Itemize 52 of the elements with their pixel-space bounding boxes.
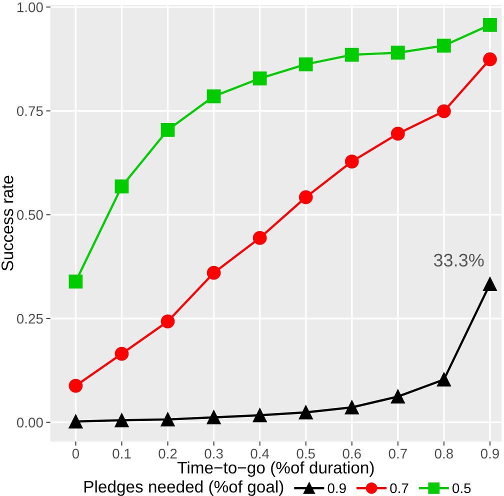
x-axis-title: Time−to−go (%of duration) [178, 461, 374, 477]
point [437, 38, 451, 53]
point [483, 277, 497, 291]
y-tick-label: 1.00 [17, 2, 43, 12]
point [344, 154, 359, 168]
y-tick-label: 0.50 [16, 210, 43, 220]
point [437, 104, 451, 118]
x-tick-label: 0 [72, 448, 80, 459]
point [114, 346, 129, 361]
x-tick-label: 0.9 [480, 448, 499, 459]
point [298, 57, 313, 72]
point [206, 266, 221, 280]
x-tick-label: 0.5 [296, 448, 315, 459]
x-tick-label: 0.1 [112, 448, 131, 459]
point [252, 408, 267, 422]
point [390, 46, 405, 60]
point [114, 180, 129, 194]
point [160, 412, 175, 426]
point [483, 18, 497, 32]
x-tick-label: 0.8 [434, 448, 453, 459]
legend-label: 0.7 [390, 483, 408, 494]
x-tick-label: 0.2 [158, 448, 177, 459]
point [160, 314, 175, 328]
point [68, 274, 83, 288]
point [206, 89, 221, 104]
point [298, 190, 313, 204]
point [344, 48, 359, 62]
point [160, 123, 175, 137]
point [390, 126, 405, 141]
point [298, 405, 313, 420]
x-tick-label: 0.3 [204, 448, 223, 459]
y-axis-title: Success rate [1, 176, 14, 271]
point [114, 413, 129, 428]
y-tick-label: 0.00 [16, 418, 43, 428]
point [437, 372, 451, 387]
legend-title: Pledges needed (%of goal) [84, 480, 284, 496]
point [252, 231, 267, 245]
point [344, 400, 359, 414]
x-tick-label: 0.4 [250, 448, 270, 459]
legend-label: 0.9 [328, 483, 346, 494]
legend-label: 0.5 [452, 483, 471, 494]
y-tick-label: 0.25 [16, 314, 43, 324]
point [68, 414, 83, 428]
y-tick-label: 0.75 [16, 106, 43, 116]
point [68, 378, 83, 393]
x-tick-label: 0.7 [388, 448, 407, 459]
annotation: 33.3% [434, 254, 484, 267]
point [252, 72, 267, 86]
point [390, 390, 405, 404]
point [206, 410, 221, 424]
x-tick-label: 0.6 [342, 448, 361, 459]
point [483, 52, 497, 66]
